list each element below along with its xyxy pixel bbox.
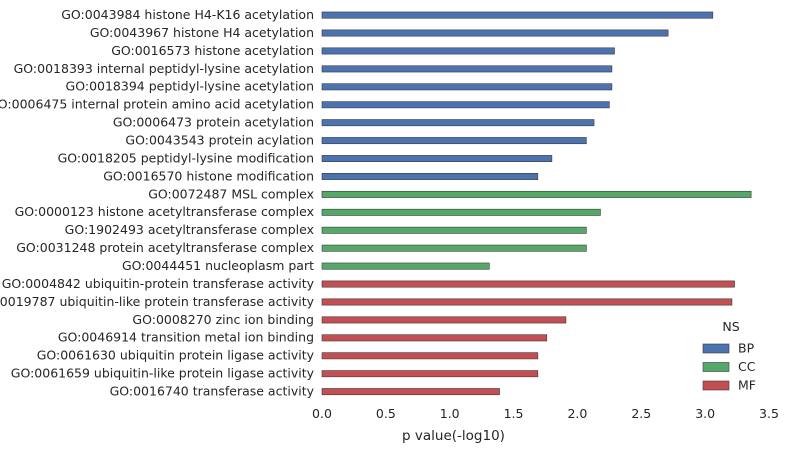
category-label: GO:0043967 histone H4 acetylation bbox=[90, 25, 314, 40]
x-ticks-group: 0.0 0.5 1.0 1.5 2.0 2.5 3.0 3.5 bbox=[312, 406, 779, 421]
bar-17 bbox=[321, 298, 733, 306]
legend-swatch-mf bbox=[702, 380, 730, 391]
x-tick-label: 0.5 bbox=[376, 406, 396, 421]
bars-group bbox=[321, 11, 752, 396]
legend-label-bp: BP bbox=[738, 341, 755, 356]
legend-title: NS bbox=[722, 319, 739, 334]
bar-6 bbox=[321, 101, 610, 109]
category-label: GO:1902493 acetyltransferase complex bbox=[65, 222, 314, 237]
bar-4 bbox=[321, 65, 613, 73]
x-tick-label: 1.0 bbox=[440, 406, 460, 421]
bar-7 bbox=[321, 119, 595, 127]
bar-16 bbox=[321, 280, 735, 288]
bar-8 bbox=[321, 137, 587, 145]
bar-2 bbox=[321, 29, 669, 37]
category-label: GO:0043543 protein acylation bbox=[125, 133, 314, 148]
category-label: GO:0000123 histone acetyltransferase com… bbox=[15, 204, 314, 219]
bar-20 bbox=[321, 352, 539, 360]
legend-swatch-cc bbox=[702, 362, 730, 372]
legend: NS BP CC MF bbox=[702, 319, 756, 393]
bar-10 bbox=[321, 173, 539, 180]
category-label: GO:0006475 internal protein amino acid a… bbox=[0, 97, 314, 112]
bar-14 bbox=[321, 244, 587, 252]
legend-swatch-bp bbox=[702, 343, 730, 354]
x-axis-label: p value(-log10) bbox=[402, 428, 505, 444]
category-label: GO:0072487 MSL complex bbox=[148, 186, 314, 201]
bar-5 bbox=[321, 83, 613, 91]
x-tick-label: 1.5 bbox=[504, 406, 524, 421]
category-label: GO:0016570 histone modification bbox=[103, 168, 314, 183]
x-tick-label: 2.5 bbox=[631, 406, 651, 421]
x-tick-label: 3.5 bbox=[759, 406, 779, 421]
category-label: GO:0018393 internal peptidyl-lysine acet… bbox=[14, 61, 314, 76]
category-label: GO:0031248 protein acetyltransferase com… bbox=[16, 240, 314, 255]
category-label: GO:0019787 ubiquitin-like protein transf… bbox=[0, 294, 315, 309]
bar-9 bbox=[321, 155, 553, 162]
bar-11 bbox=[321, 190, 752, 198]
x-tick-label: 3.0 bbox=[695, 406, 715, 421]
category-labels-group: GO:0043984 histone H4-K16 acetylation GO:… bbox=[0, 7, 315, 399]
bar-3 bbox=[321, 47, 615, 55]
bar-12 bbox=[321, 208, 601, 216]
bar-19 bbox=[321, 334, 548, 342]
bar-13 bbox=[321, 226, 587, 234]
category-label: GO:0006473 protein acetylation bbox=[113, 115, 314, 130]
category-label: GO:0008270 zinc ion binding bbox=[132, 312, 314, 327]
category-label: GO:0061659 ubiquitin-like protein ligase… bbox=[11, 366, 315, 381]
category-label: GO:0018205 peptidyl-lysine modification bbox=[58, 150, 314, 165]
x-tick-label: 2.0 bbox=[567, 406, 587, 421]
legend-label-mf: MF bbox=[738, 378, 756, 393]
bar-22 bbox=[321, 388, 500, 396]
x-tick-label: 0.0 bbox=[312, 406, 332, 421]
category-label: GO:0004842 ubiquitin-protein transferase… bbox=[2, 276, 315, 291]
category-label: GO:0016573 histone acetylation bbox=[111, 43, 314, 58]
category-label: GO:0044451 nucleoplasm part bbox=[122, 258, 314, 273]
category-label: GO:0061630 ubiquitin protein ligase acti… bbox=[37, 348, 315, 363]
category-label: GO:0018394 peptidyl-lysine acetylation bbox=[66, 79, 314, 94]
bar-1 bbox=[321, 11, 714, 19]
category-label: GO:0016740 transferase activity bbox=[110, 384, 315, 399]
bar-15 bbox=[321, 262, 490, 270]
bar-21 bbox=[321, 370, 539, 378]
bar-18 bbox=[321, 316, 567, 324]
legend-label-cc: CC bbox=[738, 359, 756, 374]
category-label: GO:0043984 histone H4-K16 acetylation bbox=[61, 7, 314, 22]
category-label: GO:0046914 transition metal ion binding bbox=[58, 330, 314, 345]
